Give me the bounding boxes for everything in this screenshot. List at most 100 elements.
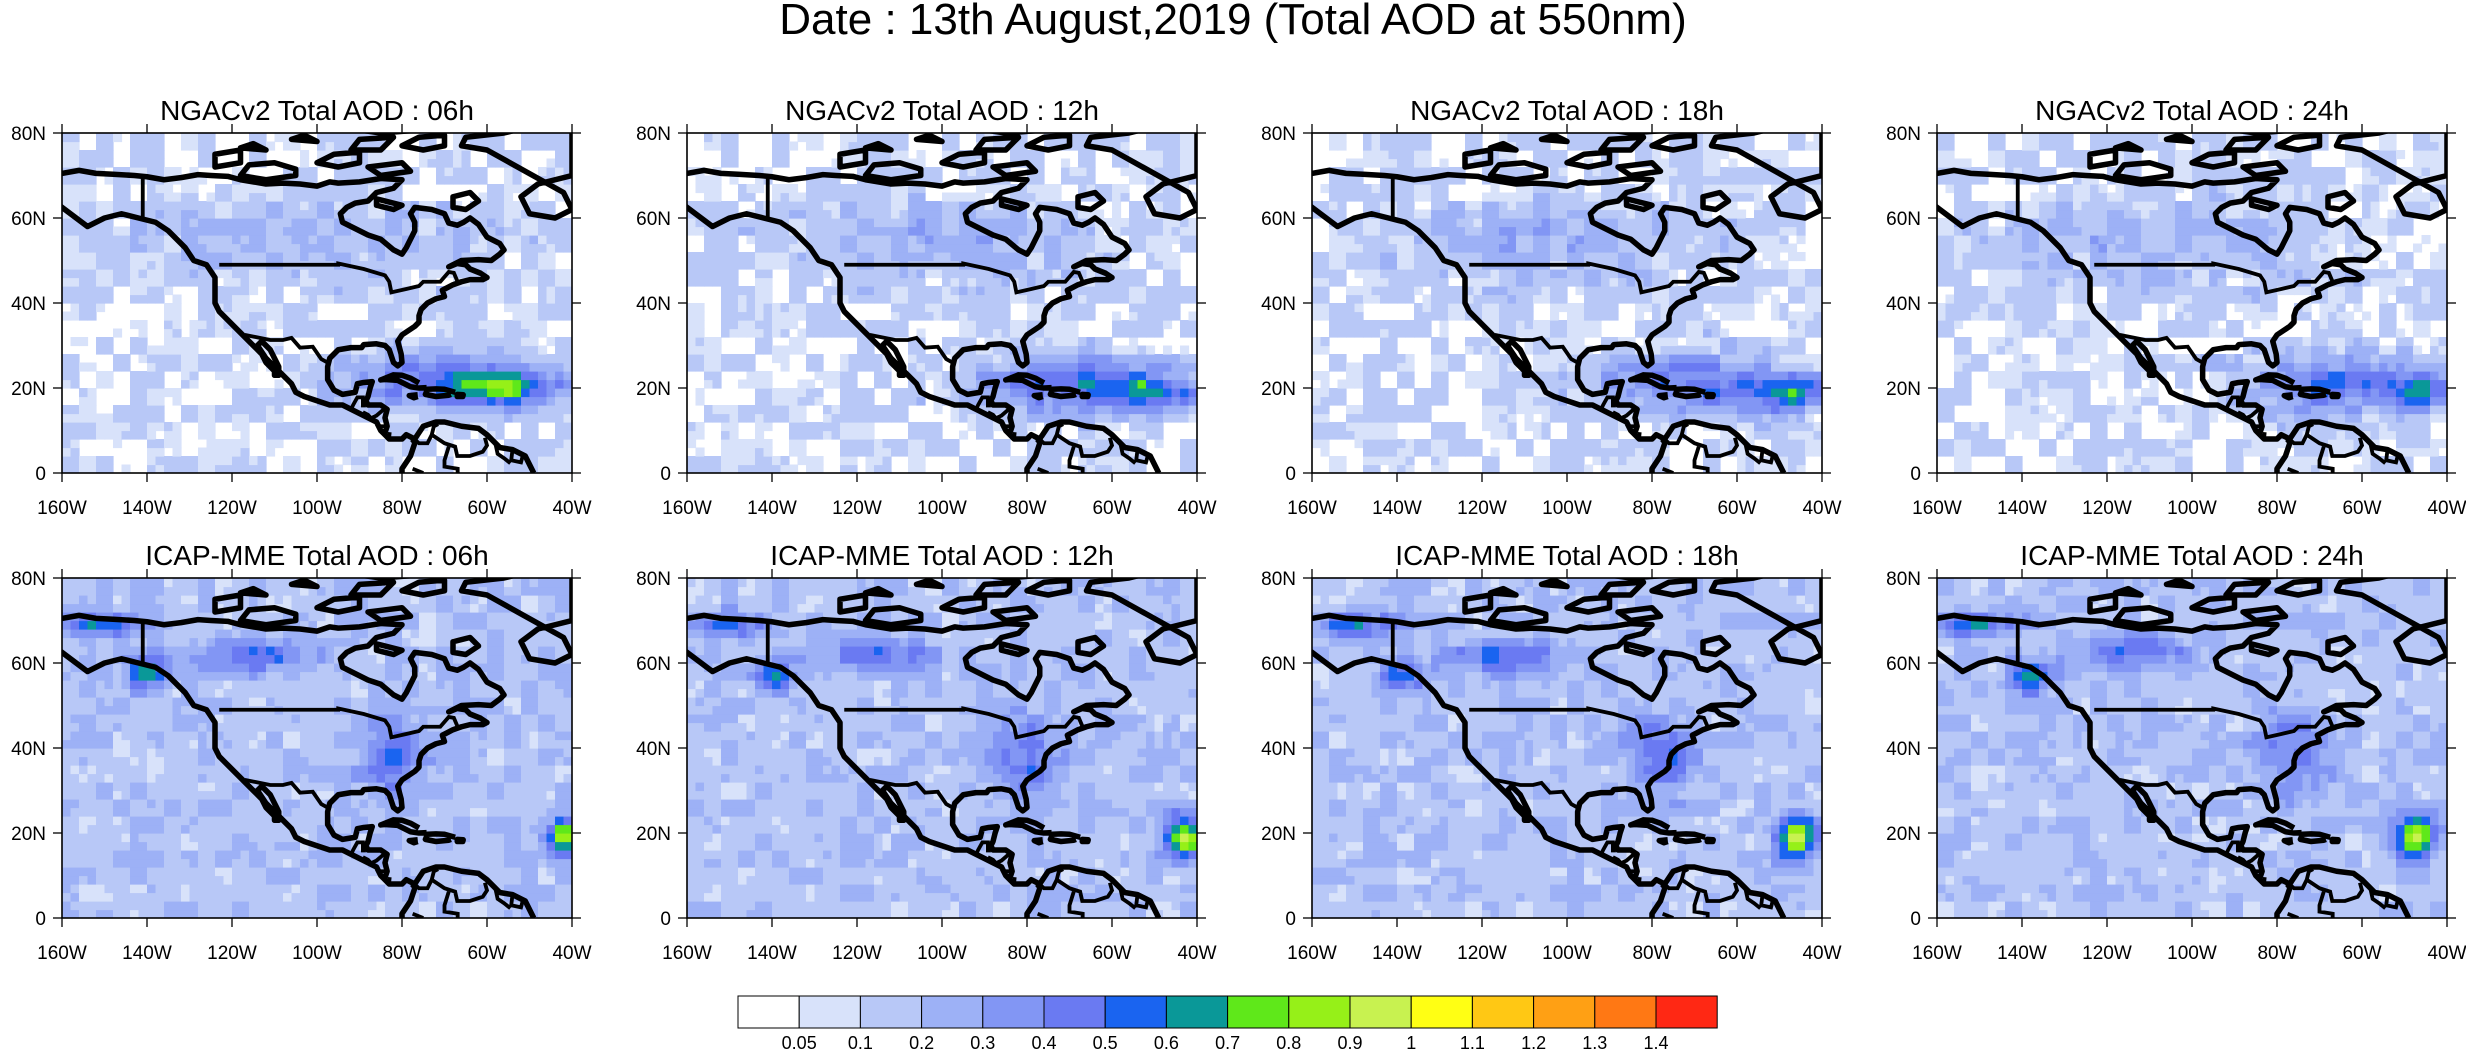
colorbar-bin [1165, 995, 1229, 1029]
lon-tick-label: 140W [1997, 943, 2047, 964]
lat-tick-label: 40N [1261, 739, 1296, 760]
lat-tick-label: 80N [1886, 124, 1921, 145]
colorbar-label: 1.2 [1521, 1033, 1546, 1053]
map-panel: 160W 140W 120W 100W 80W 60W 40W 0 20N 40N 60N 80N IC… [11, 540, 591, 964]
lat-tick-label: 80N [1261, 124, 1296, 145]
panel-title: NGACv2 Total AOD : 06h [160, 95, 474, 126]
lon-tick-label: 100W [917, 498, 967, 519]
map-panel: 160W 140W 120W 100W 80W 60W 40W 0 20N 40N 60N 80N IC… [636, 540, 1216, 964]
lon-tick-label: 120W [207, 498, 257, 519]
colorbar-bin [737, 995, 800, 1029]
lon-tick-label: 140W [122, 498, 172, 519]
lon-tick-label: 120W [2082, 943, 2132, 964]
lon-tick-label: 160W [662, 498, 712, 519]
colorbar-label: 0.1 [848, 1033, 873, 1053]
colorbar-label: 0.9 [1337, 1033, 1362, 1053]
lon-tick-label: 160W [37, 943, 87, 964]
colorbar-bin [921, 995, 984, 1029]
colorbar-bin [1104, 995, 1167, 1029]
colorbar-label: 0.4 [1031, 1033, 1056, 1053]
colorbar-label: 0.3 [970, 1033, 995, 1053]
lat-tick-label: 0 [660, 464, 671, 485]
lon-tick-label: 140W [122, 943, 172, 964]
lon-tick-label: 120W [1457, 943, 1507, 964]
colorbar-bin [1288, 995, 1351, 1029]
colorbar-label: 0.8 [1276, 1033, 1301, 1053]
colorbar-bin [859, 995, 923, 1029]
lat-tick-label: 80N [11, 569, 46, 590]
lat-tick-label: 60N [1261, 209, 1296, 230]
lat-tick-label: 60N [636, 654, 671, 675]
lon-tick-label: 40W [1802, 498, 1841, 519]
lat-tick-label: 20N [1886, 379, 1921, 400]
lon-tick-label: 120W [207, 943, 257, 964]
lat-tick-label: 80N [636, 569, 671, 590]
lon-tick-label: 100W [292, 943, 342, 964]
lon-tick-label: 40W [1802, 943, 1841, 964]
map-panel: 160W 140W 120W 100W 80W 60W 40W 0 20N 40N 60N 80N IC… [1261, 540, 1841, 964]
lat-tick-label: 20N [636, 379, 671, 400]
colorbar-label: 0.5 [1093, 1033, 1118, 1053]
colorbar-label: 0.05 [782, 1033, 817, 1053]
lon-tick-label: 140W [747, 943, 797, 964]
lon-tick-label: 160W [1912, 943, 1962, 964]
lat-tick-label: 40N [11, 739, 46, 760]
panel-title: ICAP-MME Total AOD : 06h [145, 540, 488, 571]
lat-tick-label: 0 [1910, 909, 1921, 930]
colorbar-bin [1655, 995, 1718, 1029]
lat-tick-label: 0 [1285, 909, 1296, 930]
colorbar-bin [1043, 995, 1106, 1029]
lat-tick-label: 0 [660, 909, 671, 930]
lon-tick-label: 160W [662, 943, 712, 964]
lat-tick-label: 40N [1886, 739, 1921, 760]
lat-tick-label: 20N [1261, 824, 1296, 845]
lon-tick-label: 140W [747, 498, 797, 519]
aod-field [1937, 133, 2447, 473]
lon-tick-label: 80W [1007, 498, 1046, 519]
lon-tick-label: 80W [1007, 943, 1046, 964]
lat-tick-label: 20N [1886, 824, 1921, 845]
lon-tick-label: 80W [382, 943, 421, 964]
colorbar-bin [798, 995, 861, 1029]
colorbar-bin [1227, 995, 1290, 1029]
lon-tick-label: 80W [1632, 498, 1671, 519]
lon-tick-label: 140W [1372, 498, 1422, 519]
aod-field [1312, 578, 1822, 918]
lon-tick-label: 120W [832, 943, 882, 964]
lat-tick-label: 60N [1886, 654, 1921, 675]
lon-tick-label: 40W [2427, 943, 2466, 964]
lon-tick-label: 60W [467, 498, 506, 519]
lat-tick-label: 60N [636, 209, 671, 230]
colorbar-bin [1410, 995, 1473, 1029]
panel-title: ICAP-MME Total AOD : 12h [770, 540, 1113, 571]
colorbar-label: 0.6 [1154, 1033, 1179, 1053]
lat-tick-label: 40N [636, 294, 671, 315]
lon-tick-label: 60W [1717, 498, 1756, 519]
map-panel: 160W 140W 120W 100W 80W 60W 40W 0 20N 40N 60N 80N NG… [1886, 95, 2466, 519]
lon-tick-label: 60W [1092, 943, 1131, 964]
lon-tick-label: 160W [1287, 943, 1337, 964]
lat-tick-label: 40N [636, 739, 671, 760]
colorbar-label: 0.2 [909, 1033, 934, 1053]
lon-tick-label: 160W [1912, 498, 1962, 519]
lon-tick-label: 80W [382, 498, 421, 519]
lon-tick-label: 100W [292, 498, 342, 519]
lon-tick-label: 40W [1177, 943, 1216, 964]
lon-tick-label: 100W [2167, 943, 2217, 964]
lat-tick-label: 0 [35, 464, 46, 485]
lat-tick-label: 20N [1261, 379, 1296, 400]
lon-tick-label: 80W [2257, 943, 2296, 964]
lat-tick-label: 60N [11, 654, 46, 675]
colorbar-label: 0.7 [1215, 1033, 1240, 1053]
lon-tick-label: 100W [2167, 498, 2217, 519]
lat-tick-label: 80N [1261, 569, 1296, 590]
lon-tick-label: 120W [832, 498, 882, 519]
lat-tick-label: 0 [35, 909, 46, 930]
lon-tick-label: 120W [1457, 498, 1507, 519]
lon-tick-label: 60W [2342, 498, 2381, 519]
lon-tick-label: 140W [1372, 943, 1422, 964]
colorbar-label: 1.1 [1460, 1033, 1485, 1053]
panel-title: ICAP-MME Total AOD : 24h [2020, 540, 2363, 571]
colorbar-label: 1 [1406, 1033, 1416, 1053]
